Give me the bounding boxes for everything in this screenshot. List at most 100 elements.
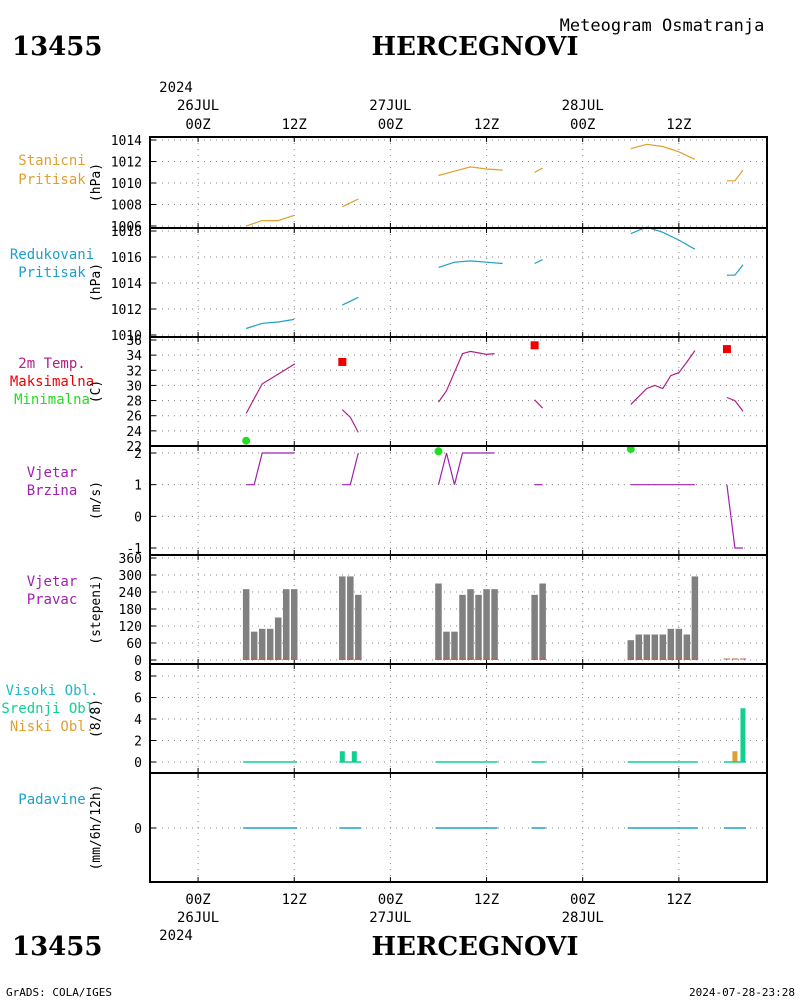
y-tick-label: 28 <box>126 395 142 410</box>
y-tick-label: 0 <box>134 756 142 771</box>
cloud-bar <box>732 751 738 762</box>
y-tick-label: 300 <box>119 569 142 584</box>
hour-label-top: 00Z <box>570 117 595 133</box>
series-line <box>341 409 359 433</box>
direction-bar <box>339 576 346 660</box>
y-tick-label: 1010 <box>111 177 142 192</box>
station-name-bottom: HERCEGNOVI <box>372 932 579 962</box>
hour-label-bottom: 12Z <box>474 892 499 908</box>
y-tick-label: -1 <box>126 542 142 557</box>
direction-bar <box>274 617 282 660</box>
year-label-top: 2024 <box>159 80 193 96</box>
direction-bar <box>451 631 458 660</box>
series-line <box>342 296 359 306</box>
series-line <box>438 166 503 177</box>
series-line <box>726 264 744 276</box>
y-tick-label: 120 <box>119 620 142 635</box>
render-timestamp: 2024-07-28-23:28 <box>689 986 795 999</box>
axis-unit: (hPa) <box>89 263 104 302</box>
panel-label: Stanicni <box>18 153 85 169</box>
date-label-top: 26JUL <box>177 98 219 114</box>
y-tick-label: 32 <box>126 364 142 379</box>
direction-bar <box>290 589 298 660</box>
series-line <box>438 260 503 268</box>
y-tick-label: 1008 <box>111 199 142 214</box>
panel-label: Brzina <box>27 483 78 499</box>
minimum-marker <box>434 447 443 456</box>
y-tick-label: 180 <box>119 603 142 618</box>
y-tick-label: 1006 <box>111 220 142 235</box>
panel-label: Padavine <box>18 792 85 808</box>
y-tick-label: 36 <box>126 334 142 349</box>
panel-label: Visoki Obl. <box>6 683 99 699</box>
cloud-bar <box>351 751 357 762</box>
panel-frame <box>149 554 768 665</box>
direction-bar <box>643 634 651 660</box>
panel-label: Redukovani <box>10 247 94 263</box>
direction-bar <box>635 634 643 660</box>
hour-label-bottom: 12Z <box>282 892 307 908</box>
axis-unit: (C) <box>89 380 104 403</box>
y-tick-label: 1016 <box>111 251 142 266</box>
direction-bar <box>355 594 362 660</box>
panel-frame <box>149 445 768 556</box>
cloud-bar <box>740 708 746 762</box>
series-line <box>342 452 359 486</box>
station-id-top: 13455 <box>12 32 102 62</box>
direction-bar <box>659 634 667 660</box>
y-tick-label: 1012 <box>111 303 142 318</box>
axis-unit: (8/8) <box>89 699 104 738</box>
maximum-marker <box>338 357 347 366</box>
series-line <box>726 396 744 412</box>
hour-label-top: 00Z <box>378 117 403 133</box>
panel-label: 2m Temp. <box>18 356 85 372</box>
y-tick-label: 0 <box>134 822 142 837</box>
date-label-bottom: 28JUL <box>562 910 604 926</box>
date-label-top: 28JUL <box>562 98 604 114</box>
series-line <box>245 363 295 414</box>
y-tick-label: 4 <box>134 713 142 728</box>
minimum-marker <box>626 445 635 454</box>
date-label-bottom: 26JUL <box>177 910 219 926</box>
series-line <box>438 350 495 403</box>
cloud-bar <box>339 751 345 762</box>
y-tick-label: 360 <box>119 552 142 567</box>
panel-label: Vjetar <box>27 465 78 481</box>
y-tick-label: 1012 <box>111 156 142 171</box>
maximum-marker <box>722 345 731 354</box>
direction-bar <box>539 583 546 660</box>
axis-unit: (stepeni) <box>89 574 104 644</box>
y-tick-label: 1014 <box>111 134 142 149</box>
direction-bar <box>483 589 490 660</box>
maximum-marker <box>530 341 539 350</box>
series-line <box>726 484 743 549</box>
y-tick-label: 8 <box>134 670 142 685</box>
series-line <box>246 214 295 227</box>
y-tick-label: 240 <box>119 586 142 601</box>
hour-label-top: 12Z <box>282 117 307 133</box>
direction-bar <box>443 631 450 660</box>
direction-bar <box>475 594 482 660</box>
series-line <box>630 350 696 405</box>
axis-unit: (hPa) <box>89 163 104 202</box>
panel-label: Srednji Obl. <box>1 701 102 717</box>
direction-bar <box>651 634 659 660</box>
direction-bar <box>675 628 683 660</box>
year-label-bottom: 2024 <box>159 928 193 944</box>
series-line <box>246 452 295 486</box>
series-line <box>534 259 543 265</box>
minimum-marker <box>242 436 251 445</box>
y-tick-label: 2 <box>134 447 142 462</box>
y-tick-label: 60 <box>126 637 142 652</box>
grads-credit: GrADS: COLA/IGES <box>6 986 112 999</box>
series-line <box>726 169 744 182</box>
axis-unit: (m/s) <box>89 481 104 520</box>
panel-label: Pravac <box>27 592 78 608</box>
y-tick-label: 1018 <box>111 225 142 240</box>
direction-bar <box>467 589 474 660</box>
series-line <box>246 318 295 330</box>
series-line <box>437 452 495 485</box>
grid-layer <box>150 137 767 882</box>
direction-bar <box>531 594 538 660</box>
